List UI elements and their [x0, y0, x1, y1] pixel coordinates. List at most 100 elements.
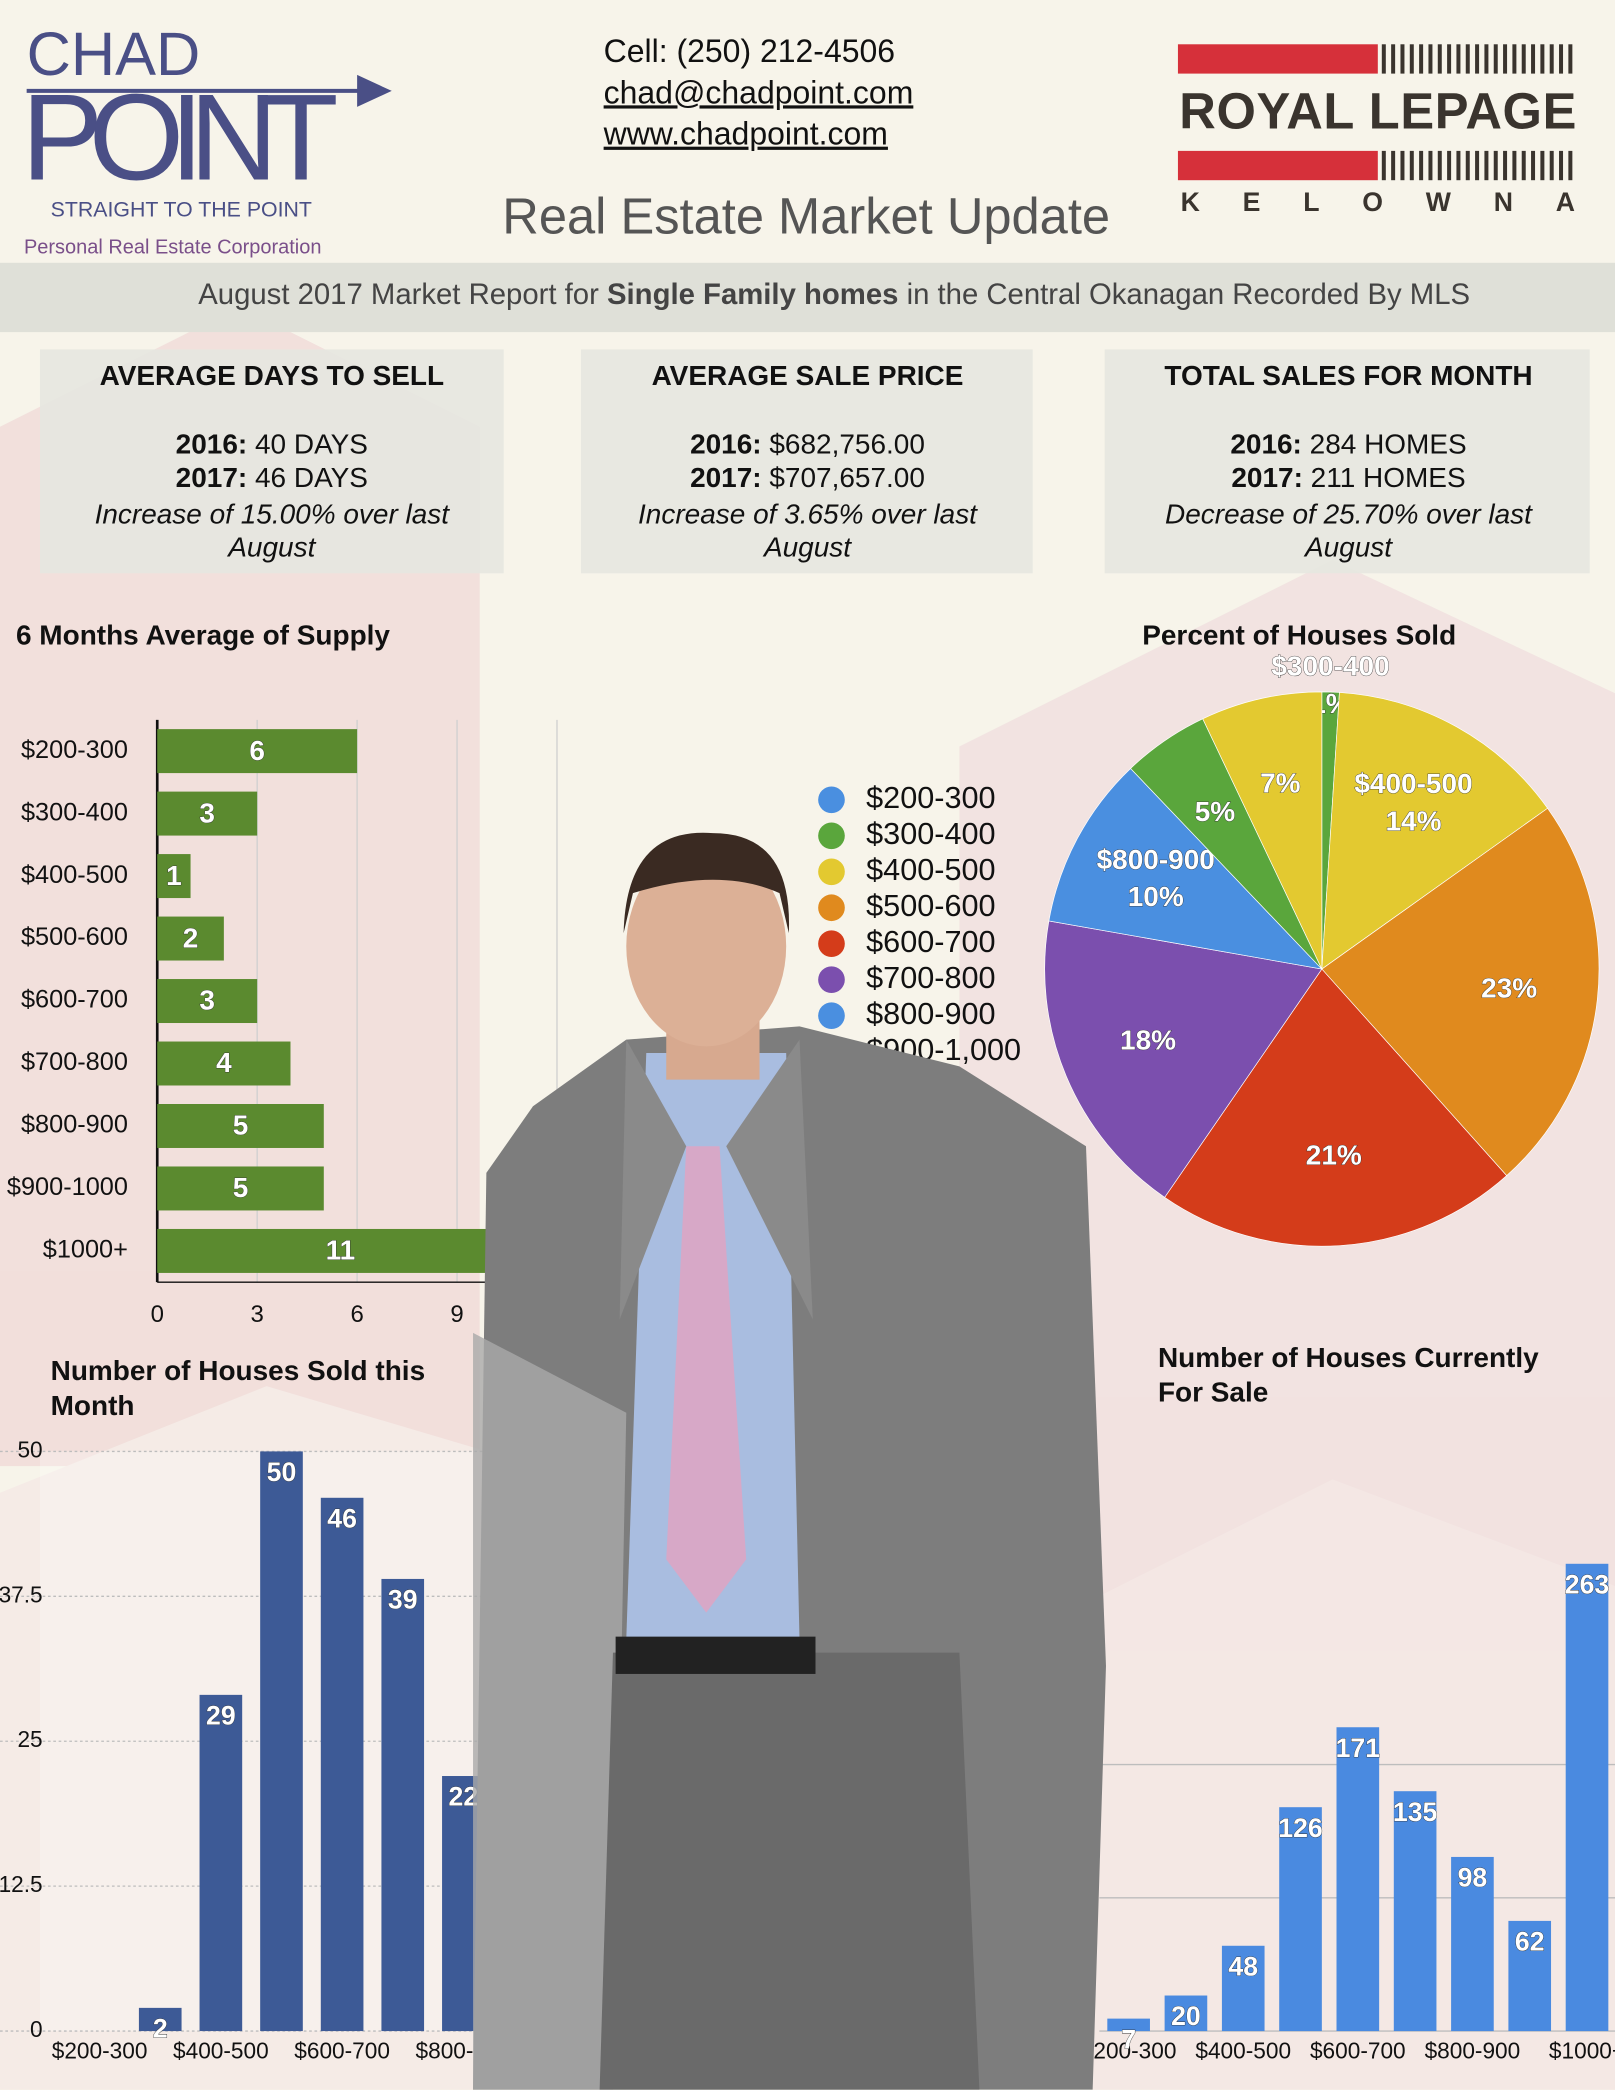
legend-label: $500-600 — [866, 889, 995, 923]
bar — [1164, 1995, 1208, 2032]
stat-title: AVERAGE SALE PRICE — [652, 360, 964, 391]
brand-city: KELOWNA — [1181, 187, 1575, 217]
y-tick-label: 12.5 — [0, 1871, 43, 1897]
barcode-line — [1381, 44, 1386, 74]
y-tick-label: $200-300 — [21, 736, 128, 764]
bar — [1565, 1563, 1609, 2032]
barcode-line — [1437, 150, 1442, 181]
value-label: 50 — [267, 1457, 297, 1487]
value-label: 18% — [1120, 1024, 1176, 1055]
barcode-line — [1549, 44, 1554, 74]
stat-row: 2017: 46 DAYS — [176, 462, 368, 493]
x-tick-label: $200-300 — [52, 2037, 148, 2063]
barcode-line — [1419, 44, 1424, 74]
banner-part: Single Family homes — [607, 278, 898, 311]
legend-label: $300-400 — [866, 817, 995, 851]
stat-value: 46 DAYS — [247, 462, 368, 493]
barcode-line — [1419, 150, 1424, 181]
chart-title: Number of Houses Currently — [1158, 1342, 1539, 1373]
stat-value: 40 DAYS — [247, 429, 368, 460]
value-label: 11 — [326, 1235, 356, 1266]
stat-note: August — [226, 532, 316, 563]
barcode-line — [1568, 150, 1573, 181]
barcode-line — [1512, 150, 1517, 181]
contact-web[interactable]: www.chadpoint.com — [603, 116, 888, 152]
value-label: 7% — [1260, 768, 1301, 799]
bar — [157, 1228, 524, 1273]
logo-tagline: STRAIGHT TO THE POINT — [51, 197, 312, 221]
x-tick-label: $200-300 — [1081, 2037, 1177, 2063]
stat-value: $682,756.00 — [762, 429, 925, 460]
barcode-line — [1559, 150, 1564, 181]
barcode-line — [1428, 150, 1433, 181]
stat-box — [39, 349, 504, 574]
chart-title: Month — [51, 1390, 135, 1421]
bar — [1107, 2018, 1150, 2032]
barcode-line — [1428, 44, 1433, 74]
stat-year: 2017: — [1231, 462, 1303, 493]
x-tick-label: 0 — [151, 1301, 164, 1328]
x-tick-label: 9 — [450, 1301, 463, 1328]
stat-row: 2017: $707,657.00 — [690, 462, 925, 493]
barcode-line — [1465, 150, 1470, 181]
logo-arrowhead — [357, 74, 392, 107]
barcode-line — [1493, 150, 1498, 181]
stat-box — [1104, 349, 1590, 574]
bar — [157, 729, 358, 774]
bar — [138, 2007, 182, 2032]
value-label: 171 — [1336, 1733, 1381, 1763]
x-tick-label: 6 — [350, 1301, 363, 1328]
y-tick-label: $600-700 — [21, 986, 128, 1014]
value-label: 48 — [1228, 1951, 1258, 1981]
bar — [1508, 1920, 1552, 2032]
stat-row: 2016: 40 DAYS — [176, 429, 368, 460]
contact-phone: Cell: (250) 212-4506 — [604, 33, 895, 69]
barcode-line — [1475, 44, 1480, 74]
barcode-line — [1484, 150, 1489, 181]
legend-label: $600-700 — [866, 925, 995, 959]
value-label: 62 — [1515, 1927, 1545, 1957]
legend-marker — [818, 894, 845, 922]
barcode-line — [1512, 44, 1517, 74]
stat-note: Increase of 15.00% over last — [95, 498, 451, 529]
y-tick-label: $900-1000 — [7, 1173, 128, 1201]
barcode-line — [1559, 44, 1564, 74]
barcode-line — [1456, 44, 1461, 74]
barcode-line — [1549, 150, 1554, 181]
x-tick-label: $800-900 — [1425, 2037, 1521, 2063]
barcode-line — [1521, 150, 1526, 181]
bar — [157, 1104, 324, 1148]
barcode-line — [1465, 44, 1470, 74]
legend-marker — [818, 858, 845, 886]
stat-value: 284 HOMES — [1302, 429, 1467, 460]
barcode-line — [1521, 44, 1526, 74]
legend-label: $700-800 — [866, 961, 995, 995]
chart-title: Number of Houses Sold this — [51, 1355, 426, 1386]
y-tick-label: $800-900 — [21, 1111, 128, 1139]
barcode-line — [1381, 150, 1386, 181]
banner-text: August 2017 Market Report for Single Fam… — [198, 278, 1470, 311]
value-label: 3 — [199, 985, 215, 1016]
value-label: 4 — [216, 1047, 232, 1078]
stat-note: Increase of 3.65% over last — [638, 498, 978, 529]
pie-slice — [1164, 968, 1508, 1247]
contact-email[interactable]: chad@chadpoint.com — [604, 74, 914, 110]
value-label: 23% — [1481, 972, 1537, 1003]
value-label: 20 — [1171, 2001, 1201, 2031]
stat-note: August — [1303, 532, 1393, 563]
legend-label: $200-300 — [866, 781, 995, 815]
x-tick-label: $600-700 — [294, 2037, 390, 2063]
value-label: 263 — [1565, 1569, 1609, 1599]
value-label: 2 — [153, 2014, 168, 2044]
barcode-line — [1447, 150, 1452, 181]
y-tick-label: 37.5 — [0, 1581, 43, 1607]
legend-marker — [818, 822, 845, 850]
y-tick-label: $700-800 — [21, 1048, 128, 1076]
slice-name: $300-400 — [1271, 651, 1389, 682]
legend-marker — [818, 930, 845, 958]
stat-value: 211 HOMES — [1303, 462, 1466, 493]
bar — [1336, 1727, 1380, 2032]
chart-title: Percent of Houses Sold — [1142, 620, 1456, 651]
bar — [1451, 1856, 1494, 2032]
stat-box — [580, 349, 1033, 574]
